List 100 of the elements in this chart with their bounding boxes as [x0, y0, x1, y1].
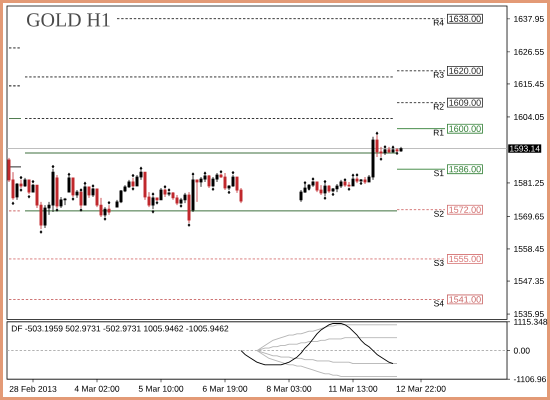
- chart-title: GOLD H1: [27, 13, 110, 27]
- point: [80, 188, 82, 192]
- point: [212, 187, 214, 191]
- point: [348, 187, 350, 191]
- candlestick: [104, 206, 106, 218]
- candlestick: [128, 180, 130, 188]
- point: [356, 173, 358, 177]
- candlestick: [80, 192, 82, 208]
- data-label: 1609.00: [449, 99, 481, 106]
- candlestick: [312, 180, 314, 188]
- y-tick-label: 1637.95: [514, 16, 544, 22]
- candlestick: [188, 192, 190, 224]
- y-tick-label: 1604.05: [514, 114, 544, 120]
- x-tick-label: 6 Mar 19:00: [202, 386, 248, 392]
- candlestick: [340, 180, 342, 188]
- candlestick: [200, 176, 202, 188]
- candlestick: [20, 180, 22, 188]
- y-tick-label: 1535.95: [514, 311, 544, 318]
- point: [56, 208, 58, 212]
- point: [308, 187, 310, 191]
- y-tick-label: 1581.25: [514, 180, 544, 186]
- candlestick: [360, 178, 362, 182]
- candlestick: [168, 192, 170, 197]
- data-label: 1541.00: [449, 296, 481, 303]
- point: [352, 173, 354, 178]
- data-label: 1600.00: [449, 126, 481, 132]
- point: [92, 184, 94, 188]
- legend-label: S4: [434, 300, 444, 306]
- point: [344, 178, 346, 182]
- point: [52, 164, 54, 168]
- point: [324, 196, 326, 200]
- candlestick: [72, 177, 74, 198]
- candlestick: [328, 184, 330, 194]
- legend-label: S1: [434, 170, 444, 176]
- candlestick: [388, 146, 390, 154]
- point: [80, 208, 82, 212]
- y-tick-label: 0.00: [514, 348, 530, 354]
- candlestick: [224, 172, 226, 190]
- point: [232, 170, 234, 174]
- candlestick: [76, 190, 78, 198]
- point: [384, 145, 386, 149]
- point: [304, 181, 306, 185]
- data-label: 1572.00: [449, 206, 481, 213]
- point: [104, 217, 106, 221]
- point: [228, 190, 230, 194]
- candlestick: [16, 182, 18, 200]
- point: [220, 170, 222, 174]
- point: [72, 197, 74, 201]
- point: [68, 172, 70, 176]
- y-tick-label: 1558.45: [514, 246, 544, 252]
- candlestick: [92, 188, 94, 198]
- data-label: 1638.00: [449, 16, 481, 22]
- candlestick: [384, 148, 386, 156]
- x-tick-label: 11 Mar 13:00: [329, 386, 378, 392]
- x-tick-label: 8 Mar 03:00: [266, 386, 312, 392]
- point: [360, 182, 362, 186]
- candlestick: [336, 184, 338, 192]
- candlestick: [400, 146, 402, 152]
- x-tick-label: 5 Mar 10:00: [138, 386, 184, 392]
- point: [152, 192, 154, 196]
- data-label: 1555.00: [449, 256, 481, 262]
- legend-label: R4: [434, 20, 444, 26]
- chart-title: DF -503.1959 502.9731 -502.9731 1005.9462 -1005.9462: [12, 326, 228, 332]
- candlestick: [316, 182, 318, 192]
- point: [168, 188, 170, 192]
- data-label: 1586.00: [449, 166, 481, 172]
- candlestick: [332, 188, 334, 192]
- x-tick-label: 4 Mar 02:00: [74, 386, 120, 392]
- point: [132, 174, 134, 178]
- point: [140, 166, 142, 170]
- candlestick: [56, 174, 58, 208]
- candlestick: [108, 204, 110, 216]
- point: [40, 230, 42, 234]
- point: [204, 171, 206, 176]
- candlestick: [320, 184, 322, 196]
- legend-label: S2: [434, 210, 444, 217]
- point: [152, 210, 154, 214]
- legend-label: S3: [434, 260, 444, 266]
- point: [20, 176, 22, 180]
- point: [84, 182, 86, 186]
- point: [380, 157, 382, 161]
- y-tick-label: 1115.348: [514, 318, 548, 325]
- candlestick: [348, 182, 350, 188]
- candlestick: [32, 184, 34, 192]
- point: [332, 192, 334, 196]
- candlestick: [212, 176, 214, 188]
- point: [324, 180, 326, 184]
- candlestick: [44, 204, 46, 228]
- candlestick: [344, 182, 346, 188]
- point: [192, 172, 194, 176]
- candlestick: [24, 177, 26, 188]
- x-tick-label: 12 Mar 22:00: [396, 386, 446, 392]
- legend-label: R3: [434, 72, 444, 78]
- candlestick: [160, 188, 162, 200]
- y-tick-label: 1626.55: [514, 48, 544, 55]
- ref-line-label: 1593.14: [510, 146, 540, 152]
- point: [132, 187, 134, 191]
- point: [28, 194, 30, 198]
- candlestick: [64, 197, 66, 206]
- point: [32, 180, 34, 184]
